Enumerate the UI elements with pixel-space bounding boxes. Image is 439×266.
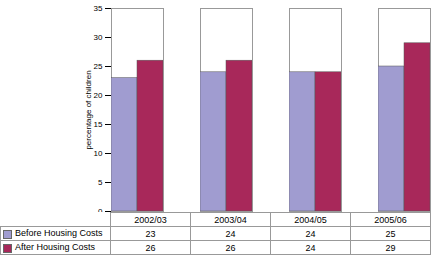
- svg-text:10: 10: [94, 149, 103, 158]
- svg-text:5: 5: [98, 178, 103, 187]
- html-text:2002/03: 2002/03: [134, 214, 167, 225]
- svg-text:25: 25: [94, 62, 103, 71]
- svg-text:30: 30: [94, 33, 103, 42]
- html-text:23: 23: [145, 228, 156, 239]
- html-text:24: 24: [305, 242, 316, 253]
- html-text:26: 26: [145, 242, 156, 253]
- html-text:2003/04: 2003/04: [214, 214, 247, 225]
- html-text:24: 24: [305, 228, 316, 239]
- svg-text:35: 35: [94, 4, 103, 13]
- html-text:Before Housing Costs: Before Housing Costs: [15, 228, 103, 239]
- svg-text:20: 20: [94, 91, 103, 100]
- svg-text:0: 0: [98, 207, 103, 212]
- html-text:29: 29: [385, 242, 396, 253]
- html-text:24: 24: [225, 228, 236, 239]
- html-text:After Housing Costs: After Housing Costs: [15, 242, 95, 253]
- html-text:2004/05: 2004/05: [294, 214, 327, 225]
- html-text:25: 25: [385, 228, 396, 239]
- svg-text:percentage of children: percentage of children: [84, 70, 93, 149]
- html-text:2005/06: 2005/06: [374, 214, 407, 225]
- html-text:26: 26: [225, 242, 236, 253]
- svg-text:15: 15: [94, 120, 103, 129]
